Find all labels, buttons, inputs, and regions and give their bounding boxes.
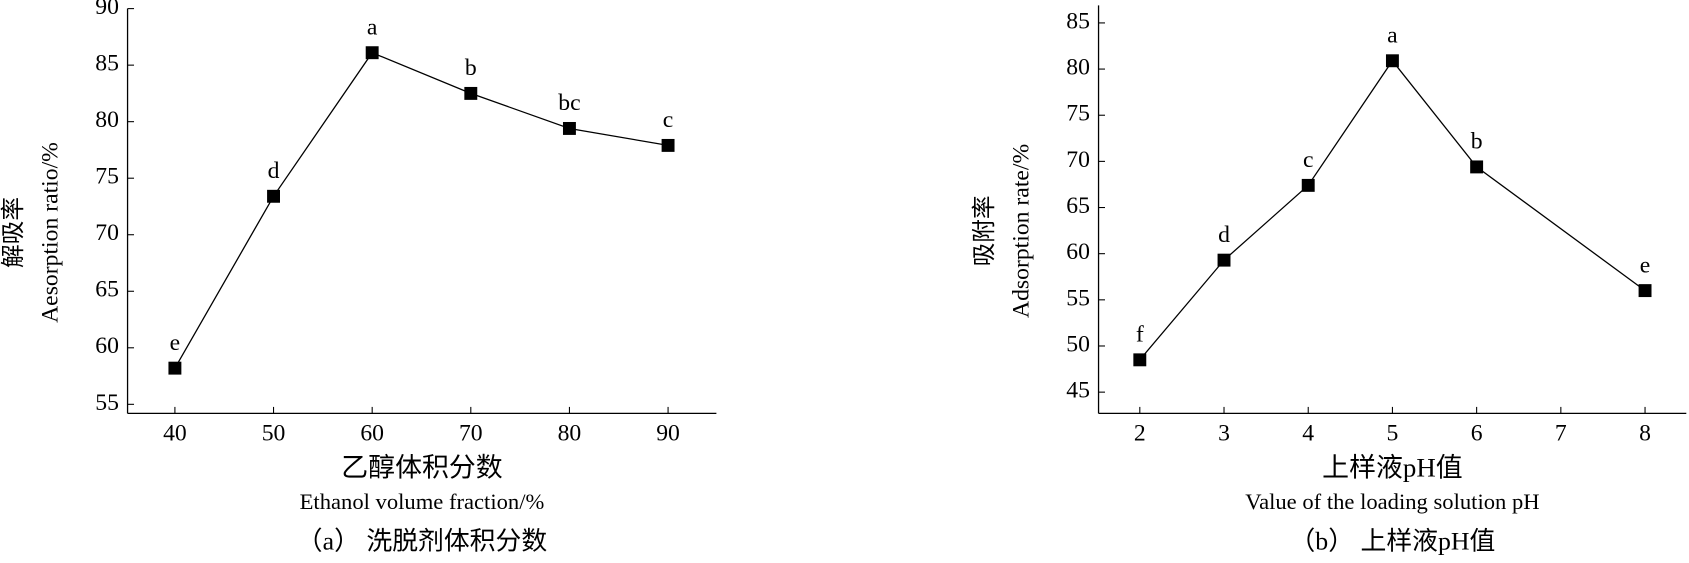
x-tick-label: 80 [558,420,582,446]
x-tick-label: 70 [459,420,483,446]
point-label: a [367,14,378,40]
y-tick-label: 80 [95,107,119,133]
point-label: c [663,107,674,133]
x-tick-label: 7 [1555,420,1567,446]
y-tick-label: 55 [95,390,119,416]
data-marker [1217,253,1231,267]
data-marker [1638,284,1652,298]
y-axis-label: Adsorption rate/% [1009,144,1035,318]
y-axis-label: 吸附率 [971,195,998,266]
y-tick-label: 90 [95,0,119,20]
caption: （a） 洗脱剂体积分数 [297,527,548,556]
y-tick-label: 85 [1066,8,1090,34]
x-axis-label: Ethanol volume fraction/% [300,489,545,514]
x-tick-label: 4 [1302,420,1314,446]
data-marker [267,189,280,203]
point-label: f [1136,322,1144,348]
data-marker [661,138,675,152]
data-marker [1133,353,1147,367]
data-line [1139,59,1646,361]
y-tick-label: 70 [1066,147,1090,173]
x-tick-label: 40 [163,420,187,446]
x-axis-label: 上样液pH值 [1322,453,1463,483]
data-marker [1470,160,1484,174]
x-tick-label: 5 [1387,420,1399,446]
y-tick-label: 45 [1066,378,1090,404]
point-label: d [268,158,280,184]
point-label: b [1471,129,1483,155]
y-tick-label: 55 [1066,285,1090,311]
data-marker [168,361,182,375]
y-tick-label: 80 [1066,55,1090,81]
y-tick-label: 70 [95,220,119,246]
point-label: a [1387,23,1398,49]
y-axis-label: 解吸率 [0,197,27,268]
point-label: b [465,55,477,81]
point-label: c [1303,147,1314,173]
x-axis-label: 乙醇体积分数 [341,453,503,483]
y-tick-label: 60 [1066,239,1090,265]
y-tick-label: 75 [95,164,119,190]
x-tick-label: 2 [1134,420,1146,446]
y-tick-label: 60 [95,333,119,359]
x-tick-label: 60 [360,420,384,446]
x-tick-label: 8 [1639,420,1651,446]
x-tick-label: 50 [262,420,286,446]
point-label: d [1218,222,1230,248]
data-marker [562,121,576,135]
y-tick-label: 50 [1066,331,1090,357]
y-tick-label: 85 [95,51,119,77]
point-label: e [1640,252,1651,278]
data-marker [1385,54,1399,68]
caption: （b） 上样液pH值 [1289,527,1495,556]
y-tick-label: 65 [1066,193,1090,219]
y-tick-label: 65 [95,277,119,303]
y-axis-label: Aesorption ratio/% [38,142,64,323]
data-marker [464,86,478,100]
data-line [174,51,669,369]
x-axis-label: Value of the loading solution pH [1245,489,1539,514]
y-tick-label: 75 [1066,101,1090,127]
x-tick-label: 90 [656,420,680,446]
x-tick-label: 6 [1471,420,1483,446]
point-label: e [170,330,181,356]
data-marker [365,46,379,60]
data-marker [1301,178,1315,192]
x-tick-label: 3 [1218,420,1230,446]
point-label: bc [558,90,580,116]
